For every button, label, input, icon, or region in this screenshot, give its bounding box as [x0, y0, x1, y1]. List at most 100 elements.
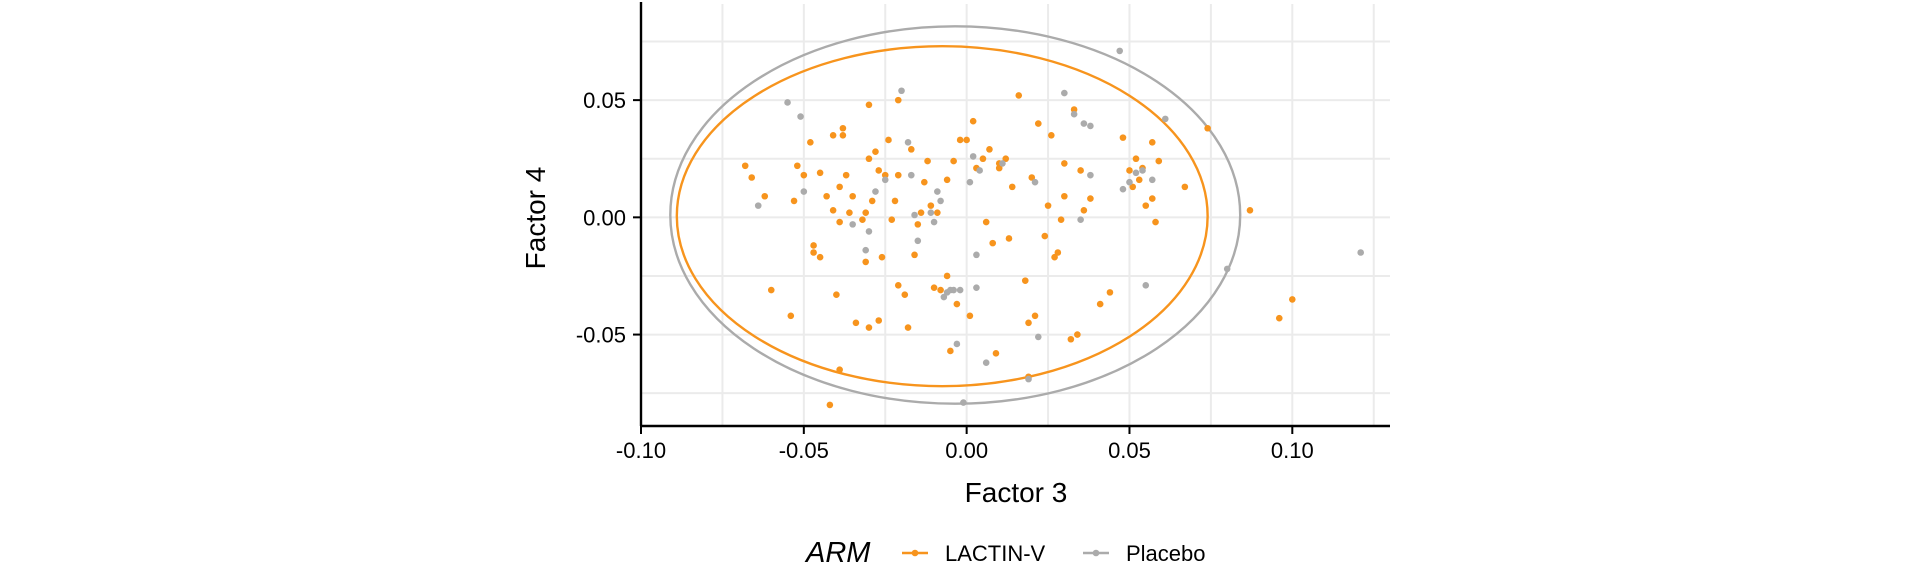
- point-placebo: [1025, 375, 1032, 383]
- point-lactin-v: [839, 124, 847, 132]
- point-lactin-v: [1061, 192, 1068, 200]
- point-lactin-v: [1077, 167, 1084, 174]
- point-lactin-v: [894, 96, 902, 104]
- legend-item-lactin-v: LACTIN-V: [902, 541, 1046, 566]
- point-lactin-v: [950, 157, 957, 165]
- point-lactin-v: [1126, 167, 1133, 174]
- point-lactin-v: [982, 218, 990, 226]
- point-lactin-v: [1106, 289, 1114, 296]
- point-lactin-v: [836, 183, 843, 191]
- point-lactin-v: [875, 167, 883, 174]
- point-lactin-v: [881, 171, 889, 179]
- point-lactin-v: [862, 258, 869, 266]
- y-tick-label: 0.05: [583, 88, 626, 113]
- point-lactin-v: [1028, 174, 1036, 181]
- point-placebo: [982, 359, 990, 367]
- y-axis-title: Factor 4: [520, 167, 551, 270]
- point-placebo: [1087, 122, 1094, 130]
- point-placebo: [1139, 167, 1146, 174]
- point-lactin-v: [934, 209, 941, 216]
- point-placebo: [1087, 171, 1094, 179]
- point-lactin-v: [1246, 207, 1254, 214]
- legend-items: LACTIN-V Placebo: [902, 541, 1206, 566]
- point-placebo: [966, 178, 974, 186]
- point-lactin-v: [992, 350, 1000, 357]
- point-lactin-v: [852, 319, 860, 327]
- point-lactin-v: [927, 202, 935, 209]
- point-placebo: [934, 188, 941, 195]
- ellipse-placebo: [669, 25, 1242, 405]
- grid-lines: [640, 4, 1390, 426]
- confidence-ellipses: [669, 25, 1242, 405]
- legend-key-point: [1092, 549, 1100, 557]
- point-lactin-v: [800, 171, 808, 179]
- point-placebo: [973, 251, 980, 259]
- point-lactin-v: [1044, 202, 1052, 209]
- point-lactin-v: [875, 317, 883, 324]
- point-placebo: [930, 218, 938, 226]
- legend-title: ARM: [804, 537, 871, 569]
- point-lactin-v: [907, 146, 915, 153]
- point-lactin-v: [888, 216, 896, 223]
- point-placebo: [1031, 178, 1039, 186]
- point-lactin-v: [1275, 314, 1283, 322]
- point-lactin-v: [1087, 195, 1094, 202]
- point-lactin-v: [1051, 253, 1058, 261]
- point-placebo: [950, 286, 957, 294]
- point-lactin-v: [1008, 183, 1016, 191]
- point-lactin-v: [963, 136, 970, 144]
- point-lactin-v: [885, 136, 892, 144]
- point-placebo: [881, 176, 889, 184]
- point-lactin-v: [836, 366, 843, 374]
- point-lactin-v: [810, 242, 817, 249]
- point-lactin-v: [1025, 319, 1032, 327]
- point-lactin-v: [911, 251, 918, 259]
- point-lactin-v: [901, 291, 909, 299]
- point-lactin-v: [937, 286, 944, 294]
- legend-key-point: [911, 549, 919, 557]
- legend-label: Placebo: [1126, 541, 1206, 566]
- point-lactin-v: [794, 162, 801, 170]
- point-lactin-v: [891, 197, 899, 205]
- point-lactin-v: [872, 148, 879, 155]
- point-lactin-v: [1067, 335, 1075, 343]
- legend: ARM LACTIN-V Placebo: [804, 537, 1206, 569]
- point-placebo: [1162, 115, 1169, 123]
- point-lactin-v: [849, 192, 856, 200]
- point-lactin-v: [894, 282, 902, 289]
- point-lactin-v: [904, 324, 912, 331]
- point-lactin-v: [894, 171, 902, 179]
- point-lactin-v: [790, 197, 798, 205]
- point-lactin-v: [914, 221, 922, 228]
- point-lactin-v: [1057, 216, 1065, 223]
- y-tick-label: -0.05: [576, 323, 626, 348]
- point-lactin-v: [833, 291, 840, 299]
- point-lactin-v: [1048, 131, 1055, 139]
- point-lactin-v: [810, 249, 817, 256]
- point-lactin-v: [829, 131, 837, 139]
- point-lactin-v: [1061, 160, 1068, 167]
- point-lactin-v: [862, 209, 869, 216]
- point-placebo: [849, 221, 856, 228]
- data-points: [741, 47, 1364, 409]
- tick-labels: -0.10 -0.05 0.00 0.05 0.10 -0.05 0.00 0.05: [576, 88, 1314, 463]
- point-lactin-v: [1080, 207, 1088, 214]
- point-placebo: [898, 87, 905, 95]
- x-tick-label: 0.05: [1108, 438, 1151, 463]
- point-placebo: [953, 340, 961, 348]
- point-lactin-v: [1002, 155, 1010, 163]
- point-lactin-v: [947, 347, 954, 355]
- point-lactin-v: [865, 101, 873, 109]
- point-lactin-v: [924, 157, 931, 165]
- point-lactin-v: [1031, 312, 1039, 320]
- point-lactin-v: [986, 146, 993, 153]
- point-lactin-v: [1096, 300, 1104, 308]
- point-lactin-v: [826, 401, 834, 409]
- point-lactin-v: [846, 209, 853, 216]
- point-lactin-v: [1054, 249, 1062, 256]
- point-placebo: [956, 286, 964, 294]
- point-placebo: [784, 99, 791, 106]
- legend-item-placebo: Placebo: [1083, 541, 1206, 566]
